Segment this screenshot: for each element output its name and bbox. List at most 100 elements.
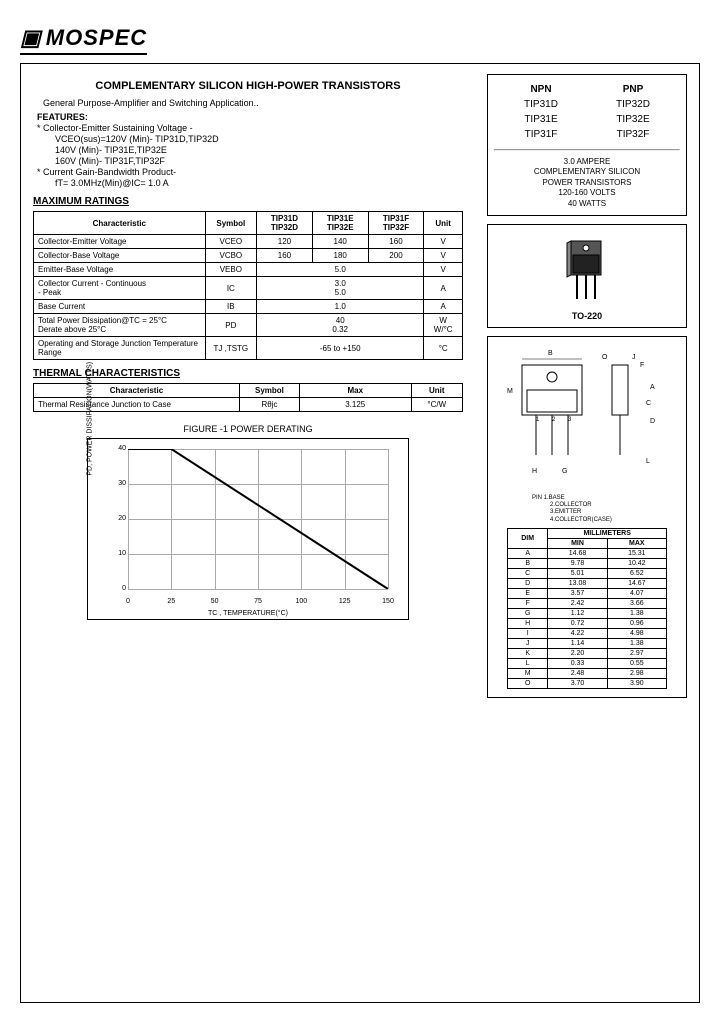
package-label: TO-220 [494, 311, 680, 321]
table-row: Total Power Dissipation@TC = 25°C Derate… [34, 314, 463, 337]
part: TIP31D [496, 98, 586, 111]
cell: VCBO [205, 249, 256, 263]
chart-ytick: 10 [114, 550, 126, 557]
mechanical-drawing: 1 2 3 B M H G F A D O J C L [502, 345, 672, 485]
cell: K [508, 648, 548, 658]
ratings-table: Characteristic Symbol TIP31D TIP32D TIP3… [33, 211, 463, 360]
content-frame: COMPLEMENTARY SILICON HIGH-POWER TRANSIS… [20, 63, 700, 1003]
spec-line: 3.0 AMPERE [494, 157, 680, 167]
cell: L [508, 658, 548, 668]
cell: 0.96 [607, 618, 666, 628]
cell: Rθjc [239, 398, 299, 412]
table-row: Base CurrentIB1.0A [34, 300, 463, 314]
cell: 1.12 [548, 608, 607, 618]
cell: 3.66 [607, 598, 666, 608]
derating-chart: PD, POWER DISSIPATION(WATTS) TC , TEMPER… [87, 438, 409, 620]
dim-max-hdr: MAX [607, 538, 666, 548]
svg-text:F: F [640, 362, 644, 369]
cell: Collector Current - Continuous - Peak [34, 277, 206, 300]
cell: 180 [312, 249, 368, 263]
cell: 14.68 [548, 548, 607, 558]
table-row: C5.016.52 [508, 568, 667, 578]
col-char: Characteristic [34, 212, 206, 235]
part: TIP32F [588, 128, 678, 141]
svg-text:O: O [602, 354, 608, 361]
cell: 2.20 [548, 648, 607, 658]
cell: 1.38 [607, 638, 666, 648]
pin-list: PIN 1.BASE 2.COLLECTOR 3.EMITTER 4.COLLE… [532, 495, 682, 524]
cell: 160 [257, 249, 313, 263]
table-row: F2.423.66 [508, 598, 667, 608]
cell: IC [205, 277, 256, 300]
cell: VCEO [205, 235, 256, 249]
package-box: TO-220 [487, 224, 687, 328]
chart-ytick: 30 [114, 480, 126, 487]
features-block: FEATURES: * Collector-Emitter Sustaining… [37, 112, 463, 188]
cell: 4.98 [607, 628, 666, 638]
spec-line: POWER TRANSISTORS [494, 178, 680, 188]
table-row: Operating and Storage Junction Temperatu… [34, 337, 463, 360]
table-row: Collector-Base VoltageVCBO160180200V [34, 249, 463, 263]
main-column: COMPLEMENTARY SILICON HIGH-POWER TRANSIS… [33, 74, 463, 620]
spec-line: COMPLEMENTARY SILICON [494, 167, 680, 177]
cell: 1.14 [548, 638, 607, 648]
cell: 4.07 [607, 588, 666, 598]
cell: 3.57 [548, 588, 607, 598]
cell: °C/W [411, 398, 463, 412]
chart-xtick: 50 [211, 598, 219, 605]
table-row: B9.7810.42 [508, 558, 667, 568]
side-column: NPNPNP TIP31DTIP32D TIP31ETIP32E TIP31FT… [487, 74, 687, 706]
page: MOSPEC COMPLEMENTARY SILICON HIGH-POWER … [0, 0, 720, 1012]
col-d: TIP31D TIP32D [257, 212, 313, 235]
table-row: H0.720.96 [508, 618, 667, 628]
cell: 13.08 [548, 578, 607, 588]
cell: IB [205, 300, 256, 314]
features-head: FEATURES: [37, 112, 463, 122]
parts-box: NPNPNP TIP31DTIP32D TIP31ETIP32E TIP31FT… [487, 74, 687, 216]
spec-line: 120-160 VOLTS [494, 188, 680, 198]
cell: Collector-Base Voltage [34, 249, 206, 263]
table-row: D13.0814.67 [508, 578, 667, 588]
feature-line: * Collector-Emitter Sustaining Voltage - [37, 123, 463, 133]
table-row: Collector-Emitter VoltageVCEO120140160V [34, 235, 463, 249]
table-row: M2.482.98 [508, 668, 667, 678]
part: TIP32D [588, 98, 678, 111]
cell: J [508, 638, 548, 648]
cell: Total Power Dissipation@TC = 25°C Derate… [34, 314, 206, 337]
chart-xtick: 75 [254, 598, 262, 605]
cell: 3.70 [548, 678, 607, 688]
cell: D [508, 578, 548, 588]
thermal-table: Characteristic Symbol Max Unit Thermal R… [33, 383, 463, 412]
pin-line: PIN 1.BASE [532, 495, 682, 502]
chart-xtick: 100 [295, 598, 307, 605]
cell: 6.52 [607, 568, 666, 578]
cell: °C [424, 337, 463, 360]
col-sym: Symbol [239, 384, 299, 398]
cell: -65 to +150 [257, 337, 424, 360]
svg-text:G: G [562, 468, 567, 475]
chart-box: FIGURE -1 POWER DERATING PD, POWER DISSI… [33, 424, 463, 620]
chart-xtick: 125 [339, 598, 351, 605]
pnp-head: PNP [588, 83, 678, 96]
svg-text:J: J [632, 354, 636, 361]
cell: 3.125 [299, 398, 411, 412]
cell: TJ ,TSTG [205, 337, 256, 360]
chart-ytick: 0 [114, 585, 126, 592]
part: TIP31F [496, 128, 586, 141]
dim-hdr: DIM [508, 528, 548, 548]
cell: 0.33 [548, 658, 607, 668]
part: TIP31E [496, 113, 586, 126]
cell: 2.48 [548, 668, 607, 678]
doc-subtitle: General Purpose-Amplifier and Switching … [43, 98, 463, 108]
pin-line: 4.COLLECTOR(CASE) [550, 517, 682, 524]
col-f: TIP31F TIP32F [368, 212, 424, 235]
col-unit: Unit [424, 212, 463, 235]
cell: VEBO [205, 263, 256, 277]
cell: A [424, 300, 463, 314]
cell: 9.78 [548, 558, 607, 568]
cell: W W/°C [424, 314, 463, 337]
cell: 0.72 [548, 618, 607, 628]
col-char: Characteristic [34, 384, 240, 398]
chart-title: FIGURE -1 POWER DERATING [33, 424, 463, 434]
cell: 2.42 [548, 598, 607, 608]
